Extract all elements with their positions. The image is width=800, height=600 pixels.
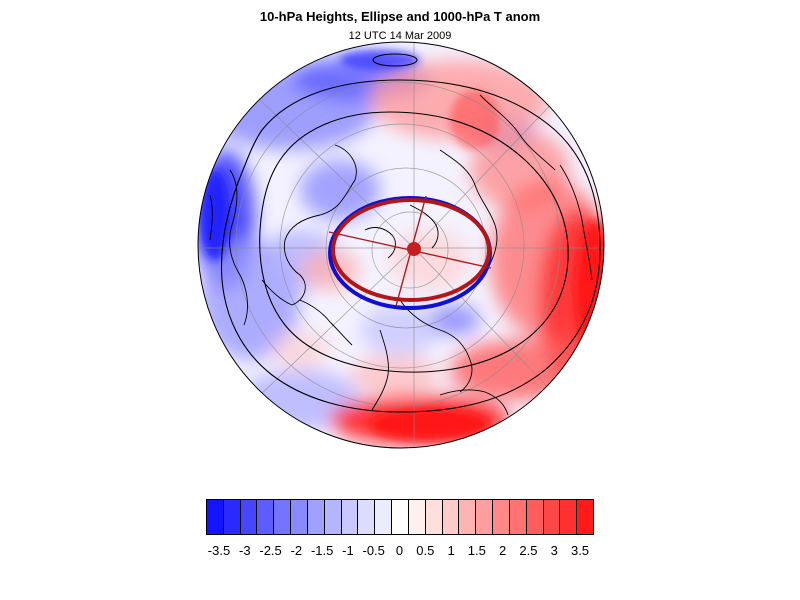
color-legend-swatch [358,500,376,534]
ellipse-center [407,242,421,256]
color-legend-swatch [307,500,325,534]
color-legend-tick-label: 3.5 [570,543,590,558]
color-legend-tick-label: 3 [550,543,558,558]
color-legend-tick-label: 2 [499,543,507,558]
color-legend-swatch [442,500,460,534]
color-legend-swatch [274,500,292,534]
graticule [198,42,604,448]
color-legend-swatch [291,500,308,534]
color-legend-swatch [408,500,426,534]
color-legend-swatch [509,500,527,534]
chart-subtitle: 12 UTC 14 Mar 2009 [348,30,452,42]
color-legend-swatch [577,500,594,534]
color-legend-swatch [257,500,275,534]
color-legend-swatch [425,500,443,534]
color-legend-swatch [493,500,510,534]
color-legend-swatch [375,500,393,534]
color-legend [206,499,594,535]
color-legend-tick-label: 0.5 [416,543,435,558]
color-legend-tick-label: -1 [342,543,354,558]
color-legend-swatch [476,500,494,534]
color-legend-tick-label: 1 [447,543,455,558]
color-legend-swatch [324,500,342,534]
globe-outline [197,41,605,449]
color-legend-swatch [560,500,578,534]
color-legend-swatch [543,500,561,534]
color-legend-tick-label: -3 [239,543,251,558]
color-legend-tick-label: 2.5 [519,543,538,558]
color-legend-tick-label: -3.5 [207,543,231,558]
height-contours [220,53,601,413]
color-legend-swatch [240,500,258,534]
color-legend-swatch [526,500,544,534]
color-legend-tick-label: -0.5 [362,543,385,558]
color-legend-tick-label: -2 [290,543,303,558]
vortex-ellipse [328,195,492,310]
color-legend-tick-label: -2.5 [259,543,282,558]
color-legend-swatch [207,500,224,534]
color-legend-tick-label: -1.5 [310,543,334,558]
color-legend-ticks: -3.5 -3 -2.5 -2 -1.5 -1 -0.5 0 0.5 1 1.5 2 2.5 3 3.5 [0,543,800,561]
color-legend-tick-label: 1.5 [467,543,486,558]
color-legend-tick-label: 0 [395,543,404,558]
color-legend-swatch [341,500,359,534]
chart-title: 10-hPa Heights, Ellipse and 1000-hPa T a… [259,9,541,24]
color-legend-swatch [392,500,409,534]
coastlines [209,94,593,416]
color-legend-swatch [223,500,241,534]
color-legend-swatch [459,500,477,534]
